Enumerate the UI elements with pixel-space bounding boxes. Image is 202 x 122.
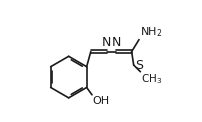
Text: S: S xyxy=(134,59,142,71)
Text: N: N xyxy=(111,36,120,49)
Text: N: N xyxy=(102,36,111,49)
Text: CH$_3$: CH$_3$ xyxy=(141,72,162,86)
Text: NH$_2$: NH$_2$ xyxy=(139,25,161,39)
Text: OH: OH xyxy=(92,96,109,106)
